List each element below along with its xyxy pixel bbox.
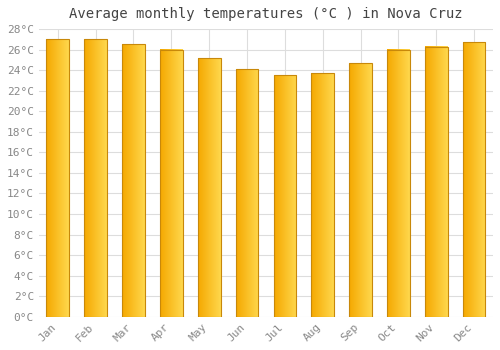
Bar xyxy=(349,63,372,317)
Bar xyxy=(84,39,107,317)
Bar xyxy=(198,58,220,317)
Bar xyxy=(312,73,334,317)
Title: Average monthly temperatures (°C ) in Nova Cruz: Average monthly temperatures (°C ) in No… xyxy=(69,7,462,21)
Bar xyxy=(425,47,448,317)
Bar xyxy=(387,50,410,317)
Bar xyxy=(160,50,182,317)
Bar xyxy=(236,69,258,317)
Bar xyxy=(274,75,296,317)
Bar xyxy=(122,44,145,317)
Bar xyxy=(46,39,69,317)
Bar xyxy=(463,42,485,317)
